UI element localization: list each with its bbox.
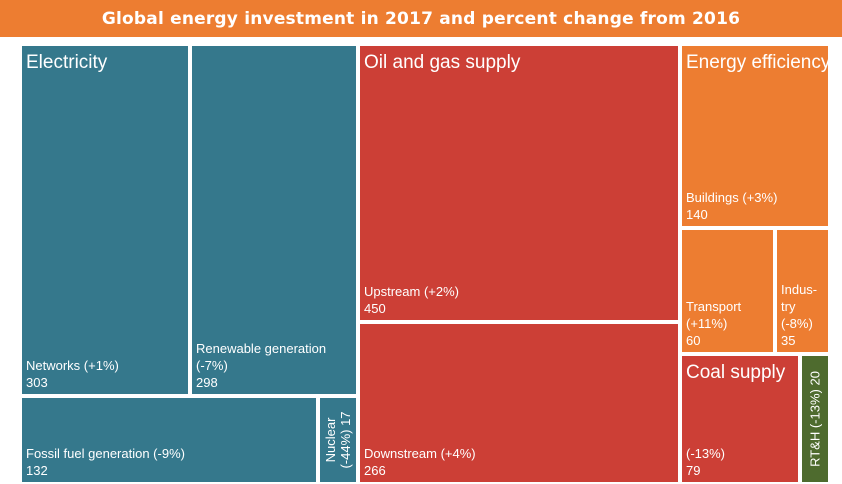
tile-label-buildings: Buildings (+3%) 140 <box>686 190 778 222</box>
tile-label-networks: Networks (+1%) 303 <box>26 358 119 390</box>
chart-title: Global energy investment in 2017 and per… <box>0 0 842 37</box>
group-label-oil-gas: Oil and gas supply <box>364 52 521 73</box>
group-label-coal: Coal supply <box>686 362 786 383</box>
treemap-tile-nuclear: Nuclear (-44%) 17 <box>318 396 358 484</box>
treemap-tile-coal-supply: (-13%) 79 <box>680 354 800 484</box>
tile-label-renewable: Renewable generation (-7%) 298 <box>196 341 327 390</box>
treemap-tile-fossil: Fossil fuel generation (-9%) 132 <box>20 396 318 484</box>
treemap-tile-upstream: Upstream (+2%) 450 <box>358 44 680 322</box>
group-label-electricity: Electricity <box>26 52 108 73</box>
tile-label-upstream: Upstream (+2%) 450 <box>364 284 459 316</box>
tile-label-transport: Transport (+11%) 60 <box>686 299 742 348</box>
treemap-tile-industry: Indus- try (-8%) 35 <box>775 228 830 354</box>
treemap-tile-networks: Networks (+1%) 303 <box>20 44 190 396</box>
treemap-tile-downstream: Downstream (+4%) 266 <box>358 322 680 484</box>
treemap-tile-rth: RT&H (-13%) 20 <box>800 354 830 484</box>
group-label-efficiency: Energy efficiency <box>686 52 831 73</box>
tile-label-coal-supply: (-13%) 79 <box>686 446 726 478</box>
treemap-tile-buildings: Buildings (+3%) 140 <box>680 44 830 228</box>
tile-label-industry: Indus- try (-8%) 35 <box>781 282 818 348</box>
treemap-tile-renewable: Renewable generation (-7%) 298 <box>190 44 358 396</box>
tile-label-rth: RT&H (-13%) 20 <box>807 371 823 467</box>
tile-label-downstream: Downstream (+4%) 266 <box>364 446 476 478</box>
treemap-tile-transport: Transport (+11%) 60 <box>680 228 775 354</box>
tile-label-nuclear: Nuclear (-44%) 17 <box>323 411 353 469</box>
tile-label-fossil: Fossil fuel generation (-9%) 132 <box>26 446 185 478</box>
